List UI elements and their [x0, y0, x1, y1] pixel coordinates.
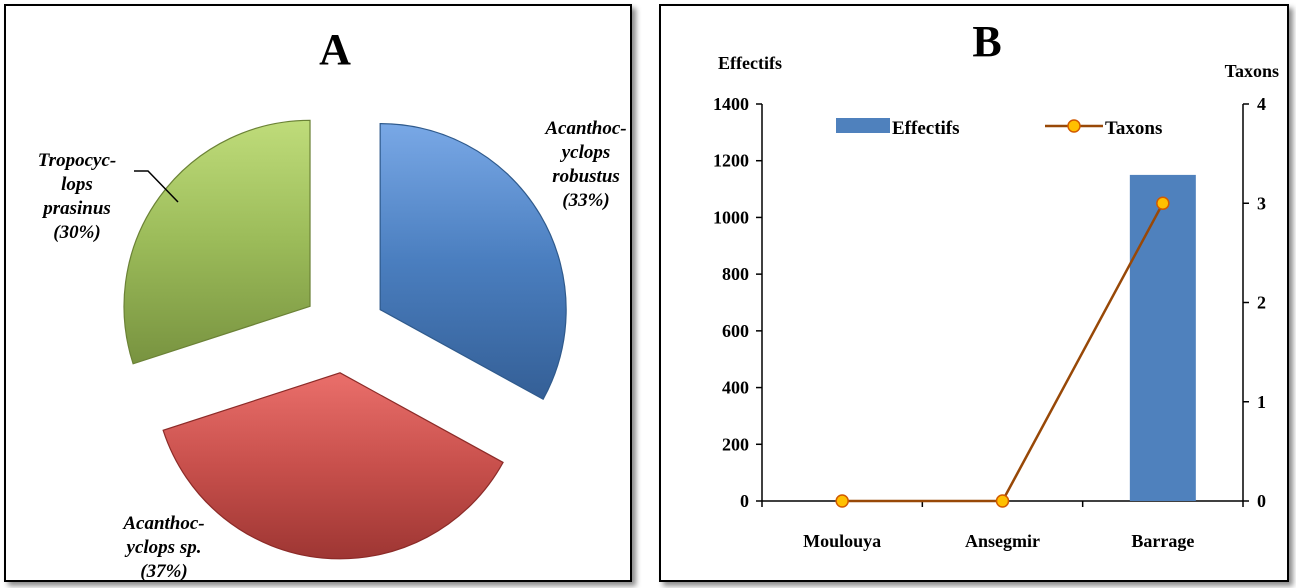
slice-acanthocyclops-sp-label: Acanthoc-yclops sp. (37%): [122, 513, 204, 580]
left-axis-title: Effectifs: [718, 53, 782, 73]
right-tick-label: 4: [1257, 94, 1266, 114]
left-tick-label: 600: [722, 321, 749, 341]
right-tick-label: 2: [1257, 293, 1266, 313]
right-tick-label: 3: [1257, 193, 1266, 213]
slice-acanthocyclops-robustus-label: Acanthoc-yclops robustus (33%): [544, 118, 626, 211]
right-tick-label: 0: [1257, 491, 1266, 511]
left-tick-label: 400: [722, 378, 749, 398]
left-tick-label: 800: [722, 264, 749, 284]
x-tick-label: Moulouya: [803, 531, 881, 551]
left-tick-label: 1400: [713, 94, 749, 114]
legend-taxons-marker: [1067, 119, 1081, 133]
panel-a-letter: A: [319, 25, 351, 74]
left-tick-label: 200: [722, 434, 749, 454]
left-tick-label: 1200: [713, 151, 749, 171]
x-tick-label: Ansegmir: [965, 531, 1040, 551]
slice-acanthocyclops-sp: [162, 372, 504, 560]
panel-b-letter: B: [972, 17, 1001, 66]
legend-effectifs-label: Effectifs: [892, 118, 960, 139]
legend-taxons-label: Taxons: [1105, 118, 1162, 139]
tropocyclops-leader-line: [134, 170, 179, 203]
combo-chart-panel: B Effectifs Taxons 0 200 400 600 800 1000 1200…: [659, 4, 1289, 582]
point-taxons: [835, 494, 849, 508]
right-axis-title: Taxons: [1225, 61, 1279, 81]
x-tick-label: Barrage: [1131, 531, 1194, 551]
left-tick-label: 0: [740, 491, 749, 511]
slice-acanthocyclops-robustus: [379, 123, 567, 401]
point-taxons: [995, 494, 1010, 508]
pie-chart-panel: A Acanthoc-yclops robustus (33%) Acanthoc-y…: [4, 4, 632, 582]
legend-effectifs-swatch: [836, 118, 890, 133]
bar-effectifs: [1129, 174, 1196, 501]
combo-chart: B Effectifs Taxons 0 200 400 600 800 1000 1200…: [713, 17, 1279, 551]
point-taxons: [1156, 196, 1170, 210]
right-tick-label: 1: [1257, 392, 1266, 412]
left-tick-label: 1000: [713, 207, 749, 227]
slice-tropocyclops-prasinus: [123, 119, 311, 365]
slice-tropocyclops-prasinus-label: Tropocyc-lops prasinus (30%): [38, 150, 116, 243]
pie-chart: A Acanthoc-yclops robustus (33%) Acanthoc-y…: [38, 25, 627, 580]
line-taxons: [842, 202, 1164, 503]
